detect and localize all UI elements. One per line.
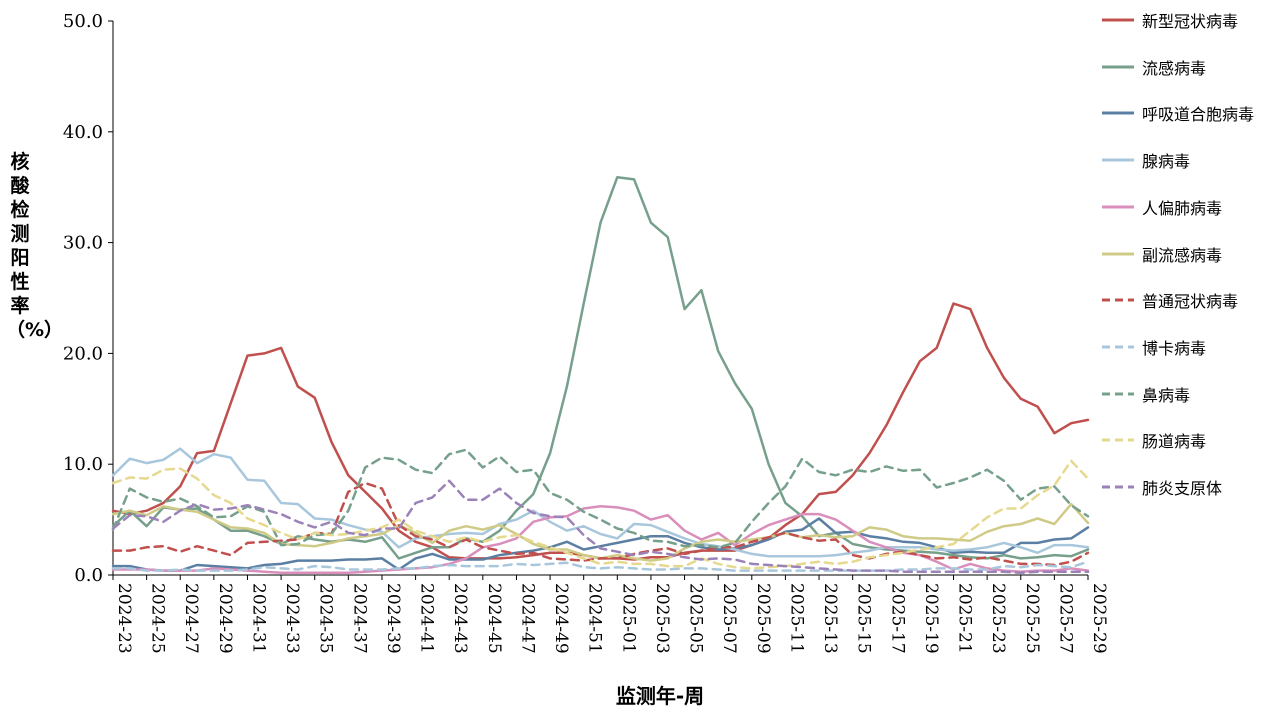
x-tick-label: 2024-25	[148, 583, 168, 654]
series-line-6	[111, 481, 1090, 567]
legend-item: 腺病毒	[1100, 148, 1190, 172]
series-line-2	[111, 517, 1090, 572]
x-tick-label: 2024-35	[316, 583, 336, 654]
x-tick-label: 2024-43	[450, 583, 470, 654]
legend-label: 人偏肺病毒	[1142, 198, 1223, 218]
legend-swatch	[1102, 158, 1134, 162]
legend-label: 新型冠状病毒	[1142, 12, 1239, 31]
legend-item: 鼻病毒	[1100, 382, 1190, 406]
series-line-9	[111, 459, 1090, 570]
legend-label: 流感病毒	[1142, 58, 1207, 78]
legend-item: 博卡病毒	[1100, 335, 1206, 359]
legend-item: 流感病毒	[1100, 55, 1206, 79]
legend-label: 肺炎支原体	[1142, 479, 1223, 498]
legend-swatch	[1102, 205, 1134, 209]
legend-swatch	[1102, 485, 1134, 489]
x-tick-label: 2025-21	[955, 583, 975, 654]
legend-label: 鼻病毒	[1142, 385, 1191, 405]
legend-item: 新型冠状病毒	[1100, 8, 1238, 32]
x-tick-label: 2024-33	[282, 583, 302, 654]
legend-swatch	[1102, 345, 1134, 349]
x-tick-label: 2025-19	[921, 583, 941, 654]
x-tick-label: 2024-27	[181, 583, 201, 654]
y-tick-label: 0.0	[74, 565, 103, 586]
x-tick-label: 2025-01	[618, 583, 638, 654]
series-line-3	[111, 447, 1090, 558]
x-tick-label: 2025-11	[786, 583, 806, 654]
x-tick-label: 2025-25	[1022, 583, 1042, 654]
x-tick-label: 2024-41	[417, 583, 437, 654]
legend-label: 腺病毒	[1142, 152, 1191, 172]
legend-item: 肺炎支原体	[1100, 475, 1222, 499]
y-tick-label: 40.0	[63, 122, 103, 143]
x-tick-label: 2024-47	[517, 583, 537, 654]
y-tick-label: 10.0	[63, 454, 103, 475]
legend-label: 呼吸道合胞病毒	[1142, 105, 1255, 125]
y-tick-label: 30.0	[63, 233, 103, 254]
legend-item: 肠道病毒	[1100, 428, 1206, 452]
x-tick-label: 2024-49	[551, 583, 571, 654]
legend-item: 普通冠状病毒	[1100, 288, 1238, 312]
legend-swatch	[1102, 252, 1134, 255]
axes-layer: 0.0 10.0 20.0 30.0 40.0 50.0 2024-23 2024-25 202…	[63, 11, 1109, 654]
legend-label: 博卡病毒	[1142, 338, 1207, 358]
x-tick-label: 2024-29	[215, 583, 235, 654]
legend-item: 副流感病毒	[1100, 242, 1222, 266]
y-tick-label: 50.0	[63, 11, 103, 32]
series-line-7	[111, 560, 1090, 572]
x-tick-label: 2025-03	[652, 583, 672, 654]
x-tick-label: 2024-45	[484, 583, 504, 654]
x-tick-label: 2025-05	[686, 583, 706, 654]
legend-swatch	[1102, 298, 1134, 302]
legend-swatch	[1102, 392, 1134, 396]
series-line-0	[111, 302, 1090, 561]
legend-swatch	[1102, 438, 1134, 442]
x-tick-label: 2025-17	[887, 583, 907, 654]
series-line-8	[111, 448, 1090, 549]
series-line-10	[111, 479, 1090, 575]
x-tick-label: 2024-39	[383, 583, 403, 654]
x-tick-label: 2024-51	[585, 583, 605, 654]
series-line-5	[111, 502, 1090, 562]
x-tick-label: 2025-09	[753, 583, 773, 654]
y-tick-label: 20.0	[63, 343, 103, 364]
legend-swatch	[1102, 65, 1134, 69]
x-tick-label: 2025-23	[988, 583, 1008, 654]
x-tick-label: 2025-27	[1055, 583, 1075, 654]
legend-label: 肠道病毒	[1142, 432, 1207, 452]
legend-swatch	[1102, 111, 1134, 115]
x-axis-title: 监测年-周	[615, 684, 705, 708]
x-tick-label: 2024-37	[349, 583, 369, 654]
x-tick-label: 2025-15	[854, 583, 874, 654]
legend-label: 副流感病毒	[1142, 245, 1223, 265]
x-tick-label: 2025-29	[1089, 583, 1109, 654]
x-tick-label: 2024-23	[114, 583, 134, 654]
y-axis-title: 核酸检测阳性率（%）	[6, 151, 64, 341]
legend-swatch	[1102, 18, 1134, 22]
x-tick-label: 2025-13	[820, 583, 840, 654]
x-tick-label: 2024-31	[248, 583, 268, 654]
x-tick-label: 2025-07	[719, 583, 739, 654]
legend-item: 呼吸道合胞病毒	[1100, 101, 1254, 125]
series-layer	[111, 175, 1090, 575]
legend-label: 普通冠状病毒	[1142, 292, 1239, 312]
series-line-1	[111, 175, 1090, 560]
legend-item: 人偏肺病毒	[1100, 195, 1222, 219]
